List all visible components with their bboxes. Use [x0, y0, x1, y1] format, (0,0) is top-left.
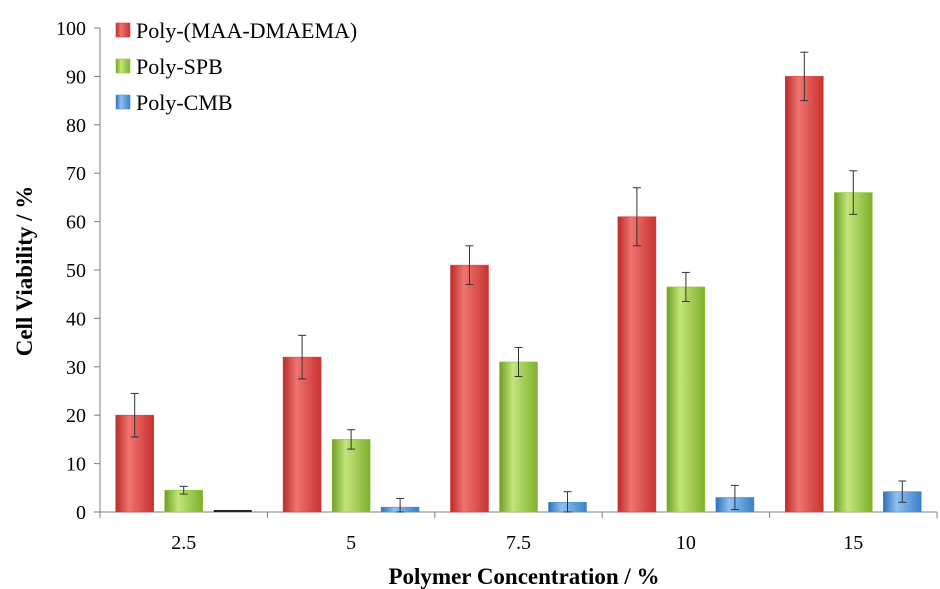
y-tick-label: 10 — [66, 454, 86, 476]
x-axis-title: Polymer Concentration / % — [388, 564, 659, 589]
x-tick-label: 5 — [346, 532, 356, 554]
bar — [784, 76, 824, 513]
x-tick-label: 10 — [676, 532, 696, 554]
bar — [282, 356, 322, 513]
y-tick-label: 50 — [66, 260, 86, 282]
y-tick-label: 30 — [66, 357, 86, 379]
bar — [450, 264, 489, 513]
y-axis-title: Cell Viability / % — [12, 186, 37, 357]
y-tick-label: 20 — [66, 405, 86, 427]
x-tick-label: 2.5 — [171, 532, 196, 554]
bar — [617, 216, 657, 513]
y-tick-label: 90 — [66, 66, 86, 88]
y-tick-label: 100 — [56, 18, 86, 40]
y-tick-label: 40 — [66, 308, 86, 330]
legend-label: Poly-CMB — [136, 90, 233, 115]
x-tick-label: 7.5 — [506, 532, 531, 554]
legend-label: Poly-SPB — [136, 54, 223, 79]
legend-swatch — [115, 94, 131, 110]
legend-swatch — [115, 22, 131, 38]
legend-swatch — [115, 58, 131, 74]
y-tick-label: 70 — [66, 163, 86, 185]
bar — [213, 510, 252, 512]
bars — [115, 51, 922, 513]
legend-label: Poly-(MAA-DMAEMA) — [136, 18, 357, 43]
legend: Poly-(MAA-DMAEMA) Poly-SPB Poly-CMB — [115, 18, 357, 115]
bar — [499, 361, 538, 513]
bar — [666, 286, 706, 513]
bar — [331, 439, 371, 513]
x-axis: 2.5 5 7.5 10 15 — [99, 511, 938, 554]
y-tick-label: 0 — [76, 502, 86, 524]
y-tick-label: 80 — [66, 115, 86, 137]
x-tick-label: 15 — [843, 532, 863, 554]
y-tick-label: 60 — [66, 212, 86, 234]
y-axis: 0 10 20 30 40 50 60 70 80 90 100 — [56, 18, 101, 524]
bar — [833, 192, 873, 513]
